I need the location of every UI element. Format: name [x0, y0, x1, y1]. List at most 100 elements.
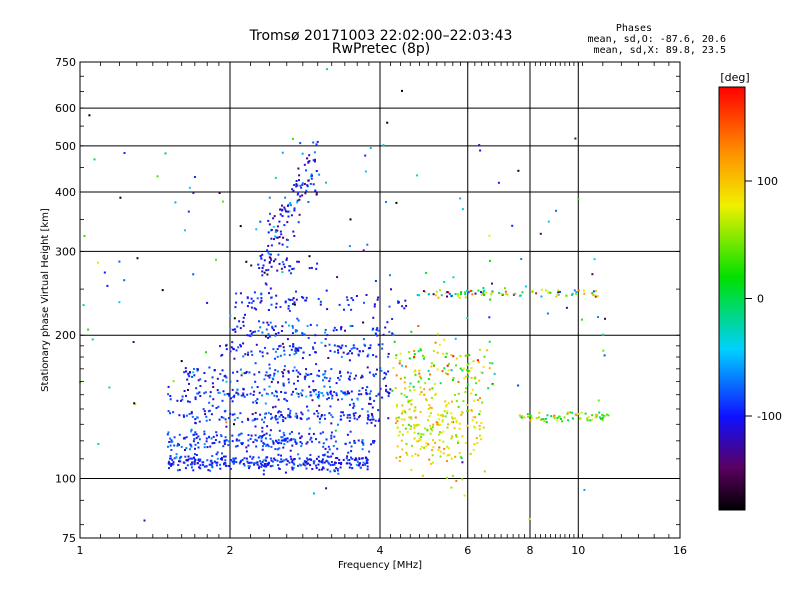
data-point [267, 333, 270, 335]
data-point [298, 179, 300, 182]
data-point [187, 389, 189, 391]
data-point [268, 223, 271, 226]
data-point [268, 434, 271, 437]
data-point [329, 392, 332, 395]
data-point [428, 415, 431, 418]
data-point [227, 444, 230, 447]
data-point [426, 430, 429, 433]
data-point [340, 355, 343, 358]
data-point [314, 189, 317, 192]
data-point [169, 412, 171, 415]
data-point [333, 463, 336, 466]
data-point [361, 464, 364, 467]
data-point [425, 399, 428, 402]
data-point [203, 410, 206, 413]
data-point [309, 175, 312, 178]
data-point [352, 346, 355, 349]
data-point [187, 455, 190, 458]
data-point [270, 258, 273, 261]
data-point [305, 467, 308, 470]
data-point [184, 467, 187, 470]
data-point [258, 267, 261, 269]
data-point [553, 414, 556, 417]
data-point [409, 389, 412, 392]
data-point [376, 327, 379, 330]
data-point [336, 457, 339, 460]
data-point [265, 283, 268, 286]
data-point [478, 434, 481, 437]
data-point [336, 345, 339, 348]
data-point [301, 389, 304, 392]
data-point [366, 461, 369, 464]
data-point [404, 299, 407, 302]
data-point [309, 464, 312, 467]
data-point [240, 394, 243, 397]
data-point [186, 378, 189, 381]
data-point [419, 447, 422, 450]
data-point [281, 215, 284, 217]
data-point [470, 392, 473, 395]
data-point [357, 354, 360, 357]
data-point [577, 289, 580, 292]
data-point [346, 462, 349, 465]
data-point [349, 416, 352, 419]
data-point [225, 348, 228, 351]
data-point [228, 394, 231, 397]
data-point [293, 207, 296, 210]
data-point [407, 423, 410, 426]
data-point [270, 296, 273, 299]
data-point [227, 392, 230, 395]
data-point [466, 317, 469, 319]
data-point [167, 385, 170, 388]
data-point [267, 374, 270, 377]
data-point [427, 293, 430, 296]
data-point [377, 329, 380, 332]
data-point [266, 443, 269, 446]
data-point [195, 436, 198, 439]
data-point [277, 381, 279, 384]
data-point [293, 303, 296, 306]
data-point [286, 338, 289, 341]
data-point [572, 417, 575, 420]
data-point [261, 253, 264, 256]
data-point [296, 260, 299, 263]
data-point [413, 427, 416, 430]
data-point [368, 450, 371, 453]
data-point [338, 378, 341, 381]
data-point [544, 417, 547, 420]
data-point [363, 462, 366, 465]
data-point [93, 158, 96, 161]
data-point [482, 365, 485, 368]
data-point [366, 386, 369, 389]
data-point [395, 354, 398, 357]
data-point [556, 416, 559, 419]
data-point [358, 457, 361, 460]
data-point [286, 440, 289, 443]
data-point [172, 461, 175, 464]
data-point [229, 328, 232, 331]
data-point [442, 452, 445, 455]
data-point [277, 331, 280, 334]
data-point [290, 214, 293, 217]
data-point [224, 455, 227, 458]
data-point [391, 389, 394, 392]
data-point [211, 382, 214, 385]
data-point [322, 379, 324, 382]
data-point [372, 327, 375, 330]
data-point [239, 461, 242, 463]
data-point [312, 347, 315, 350]
data-point [276, 348, 279, 350]
data-point [268, 261, 271, 263]
data-point [450, 437, 453, 440]
data-point [429, 412, 432, 415]
data-point [277, 453, 280, 456]
data-point [263, 433, 266, 436]
data-point [248, 461, 251, 464]
data-point [225, 425, 228, 428]
data-point [323, 414, 326, 417]
data-point [208, 418, 211, 421]
data-point [192, 440, 195, 443]
data-point [398, 362, 401, 365]
data-point [350, 445, 353, 448]
data-point [194, 443, 197, 446]
